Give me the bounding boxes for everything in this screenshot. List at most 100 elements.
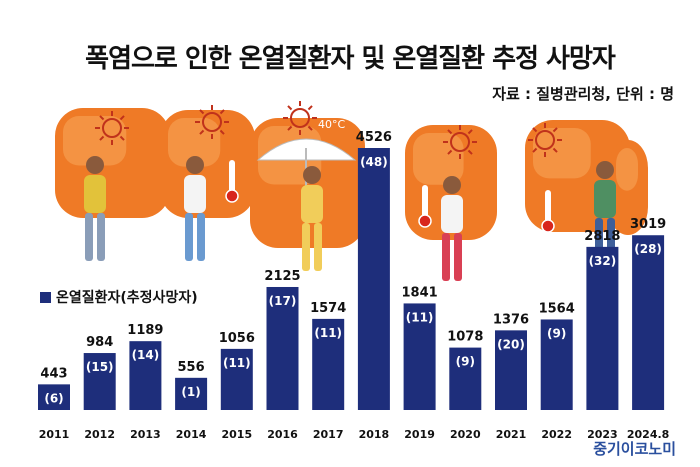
sun-ray	[99, 135, 105, 141]
heat-glow-5	[533, 128, 591, 179]
bar-2018	[357, 148, 390, 410]
sun-ray	[532, 127, 538, 133]
sun-icon	[290, 108, 310, 128]
sun-ray	[307, 105, 313, 111]
thermometer-icon	[229, 160, 235, 194]
chart-title: 폭염으로 인한 온열질환자 및 온열질환 추정 사망자	[85, 44, 616, 74]
person-body	[184, 175, 206, 213]
person-leg	[97, 213, 105, 261]
x-tick-2017: 2017	[313, 428, 344, 441]
sun-ray	[532, 147, 538, 153]
sun-ray	[552, 147, 558, 153]
death-label-2017: (11)	[314, 326, 342, 340]
sun-ray	[467, 149, 473, 155]
heat-glow-1	[63, 116, 127, 166]
value-label-2017: 1574	[310, 301, 346, 316]
sun-ray	[287, 125, 293, 131]
source-note: 자료 : 질병관리청, 단위 : 명	[492, 85, 674, 103]
sun-ray	[287, 105, 293, 111]
bar-2013	[129, 341, 162, 410]
person-body	[301, 185, 323, 223]
person-head	[596, 161, 614, 179]
sun-ray	[467, 129, 473, 135]
x-tick-2014: 2014	[176, 428, 207, 441]
bar-2015	[220, 348, 253, 410]
bar-2019	[403, 303, 436, 410]
value-label-2015: 1056	[219, 331, 255, 346]
death-label-2014: (1)	[181, 385, 200, 399]
value-label-2013: 1189	[127, 323, 163, 338]
death-label-2023: (32)	[589, 254, 617, 268]
value-label-2022: 1564	[539, 301, 575, 316]
person-body	[594, 180, 616, 218]
sun-ray	[119, 135, 125, 141]
brand-logo: 중기이코노미	[593, 440, 676, 458]
death-label-2015: (11)	[223, 356, 251, 370]
temperature-label: 40°C	[318, 118, 345, 131]
x-tick-2018: 2018	[359, 428, 390, 441]
death-label-2012: (15)	[86, 360, 114, 374]
x-tick-2021: 2021	[496, 428, 527, 441]
legend-swatch	[40, 291, 51, 303]
death-label-2024.8: (28)	[634, 242, 662, 256]
bar-2012	[83, 353, 116, 410]
person-leg	[442, 233, 450, 281]
death-label-2018: (48)	[360, 155, 388, 169]
bar-2017	[312, 318, 345, 410]
death-label-2020: (9)	[456, 355, 475, 369]
value-label-2014: 556	[178, 360, 205, 375]
person-leg	[185, 213, 193, 261]
person-head	[186, 156, 204, 174]
value-label-2019: 1841	[402, 285, 438, 300]
death-label-2011: (6)	[44, 391, 63, 405]
value-label-2012: 984	[86, 335, 113, 350]
death-label-2022: (9)	[547, 326, 566, 340]
death-label-2019: (11)	[406, 310, 434, 324]
sun-ray	[447, 149, 453, 155]
person-leg	[314, 223, 322, 271]
thermometer-bulb	[418, 214, 432, 228]
x-tick-2020: 2020	[450, 428, 481, 441]
person-leg	[85, 213, 93, 261]
value-label-2020: 1078	[447, 330, 483, 345]
heatwave-illustration: 40°C	[55, 101, 648, 281]
value-label-2016: 2125	[264, 269, 300, 284]
thermometer-icon	[422, 185, 428, 219]
sun-ray	[99, 115, 105, 121]
bar-2014	[175, 377, 208, 410]
bar-2020	[449, 347, 482, 410]
death-label-2013: (14)	[132, 348, 160, 362]
x-tick-2019: 2019	[404, 428, 435, 441]
thermometer-bulb	[225, 189, 239, 203]
bar-2023	[586, 246, 619, 410]
value-label-2021: 1376	[493, 312, 529, 327]
sun-ray	[307, 125, 313, 131]
sun-ray	[199, 109, 205, 115]
x-tick-2011: 2011	[39, 428, 70, 441]
sun-ray	[447, 129, 453, 135]
sun-ray	[219, 129, 225, 135]
person-leg	[302, 223, 310, 271]
x-tick-2024.8: 2024.8	[627, 428, 669, 441]
bars: 443 (6) 2011 984 (15) 2012 1189 (14) 2013 556 (1) 2…	[38, 130, 669, 441]
bar-2011	[38, 384, 70, 410]
bar-2021	[495, 330, 527, 410]
sun-ray	[219, 109, 225, 115]
legend: 온열질환자(추정사망자)	[40, 287, 198, 307]
sun-ray	[119, 115, 125, 121]
bar-2016	[266, 286, 299, 410]
x-tick-2022: 2022	[541, 428, 572, 441]
thermometer-bulb	[541, 219, 555, 233]
thermometer-icon	[545, 190, 551, 224]
sun-icon	[202, 112, 222, 132]
x-tick-2015: 2015	[221, 428, 252, 441]
person-head	[303, 166, 321, 184]
x-tick-2016: 2016	[267, 428, 298, 441]
x-tick-2023: 2023	[587, 428, 618, 441]
x-tick-2013: 2013	[130, 428, 161, 441]
sun-icon	[102, 118, 122, 138]
sun-icon	[535, 130, 555, 150]
sun-ray	[552, 127, 558, 133]
